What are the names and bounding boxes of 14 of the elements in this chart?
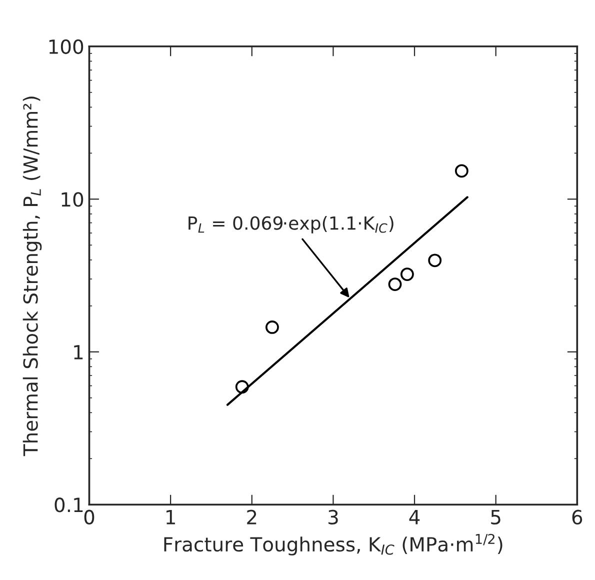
x-tick-label: 6: [572, 510, 582, 525]
x-tick-label: 4: [409, 510, 420, 524]
x-tick-label: 3: [328, 510, 338, 525]
y-tick-label: 1: [74, 345, 83, 360]
y-tick-label: 10: [62, 192, 84, 207]
x-axis-title: Fracture Toughness, K$_{IC}$ (MPa·m$^{1/2}$): [164, 534, 502, 556]
annotation: P$_{L}$ = 0.069·exp(1.1·K$_{IC}$): [188, 216, 394, 234]
y-tick-label: 100: [49, 39, 84, 54]
x-tick-label: 1: [166, 510, 175, 524]
x-tick-label: 2: [247, 510, 256, 524]
x-tick-label: 0: [84, 510, 94, 525]
x-tick-label: 5: [491, 510, 500, 525]
y-tick-label: 0.1: [54, 498, 83, 512]
y-axis-title: Thermal Shock Strength, P$_{L}$ (W/mm²): [22, 96, 42, 456]
